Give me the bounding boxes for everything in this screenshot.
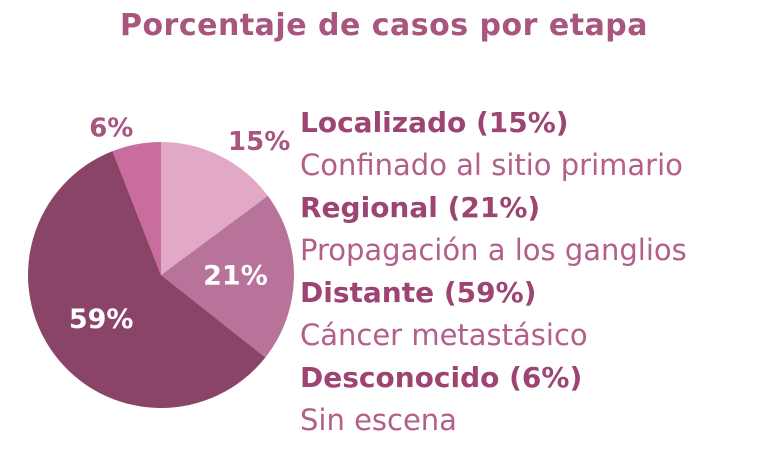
pie-slice-label: 15% [228, 127, 290, 157]
legend-entry-localizado: Localizado (15%) Confinado al sitio prim… [300, 102, 760, 187]
legend-description: Propagación a los ganglios [300, 233, 687, 267]
legend-description: Confinado al sitio primario [300, 148, 683, 182]
pie-slice-label: 21% [203, 261, 268, 292]
legend-name: Desconocido (6%) [300, 361, 583, 394]
legend-name: Regional (21%) [300, 191, 541, 224]
legend-entry-distante: Distante (59%) Cáncer metastásico [300, 272, 760, 357]
legend-description: Sin escena [300, 403, 457, 437]
pie-slice-label: 6% [89, 114, 133, 144]
legend-entry-desconocido: Desconocido (6%) Sin escena [300, 357, 760, 442]
legend-name: Distante (59%) [300, 276, 537, 309]
legend-entry-regional: Regional (21%) Propagación a los ganglio… [300, 187, 760, 272]
legend-description: Cáncer metastásico [300, 318, 588, 352]
legend: Localizado (15%) Confinado al sitio prim… [300, 102, 760, 442]
legend-name: Localizado (15%) [300, 106, 569, 139]
pie-slice-label: 59% [69, 304, 134, 335]
pie-slice [161, 142, 268, 275]
chart-title: Porcentaje de casos por etapa [119, 8, 649, 43]
pie-slice [161, 195, 294, 358]
pie-slice [112, 142, 161, 275]
pie-slice [28, 151, 266, 409]
